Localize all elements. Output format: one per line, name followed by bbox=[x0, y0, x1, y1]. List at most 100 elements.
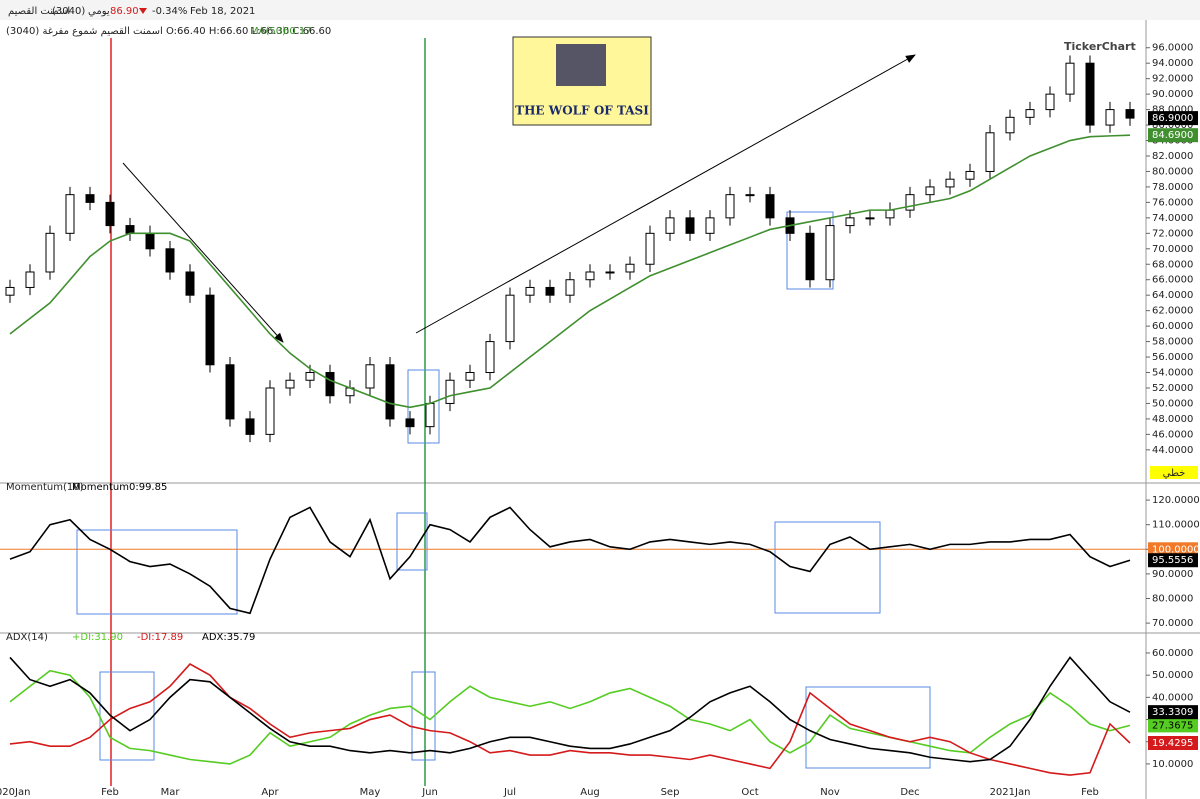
candle-body bbox=[165, 248, 175, 273]
mode-badge bbox=[1150, 466, 1198, 479]
value-badge bbox=[1148, 705, 1198, 720]
candle-body bbox=[45, 232, 55, 273]
y-tick-label: 54.0000 bbox=[1152, 368, 1193, 379]
candle-body bbox=[1005, 116, 1015, 134]
header-change: -0.34% bbox=[152, 6, 187, 17]
logo-box-title: THE WOLF OF TASI bbox=[515, 104, 649, 118]
candle-body bbox=[725, 194, 735, 219]
y-tick-label: 82.0000 bbox=[1152, 151, 1193, 162]
legend-entry: -DI:17.89 bbox=[137, 632, 183, 643]
value-badge-label: 100.0000 bbox=[1152, 544, 1200, 555]
trend-arrow bbox=[122, 162, 284, 343]
value-badge bbox=[1148, 128, 1198, 143]
candle-body bbox=[1085, 62, 1095, 126]
header-code: (3040) bbox=[52, 6, 85, 17]
candle-body bbox=[125, 225, 135, 234]
value-badge-label: 27.3675 bbox=[1152, 720, 1193, 731]
trend-arrow bbox=[415, 54, 916, 334]
y-tick-label: 68.0000 bbox=[1152, 259, 1193, 270]
x-tick-label: Dec bbox=[900, 787, 919, 798]
candle-body bbox=[145, 232, 155, 250]
y-tick-label: 94.0000 bbox=[1152, 58, 1193, 69]
y-tick-label: 74.0000 bbox=[1152, 213, 1193, 224]
x-tick-label: Jul bbox=[503, 787, 516, 798]
pane-title: Momentum(10) bbox=[6, 482, 84, 493]
value-badge-label: 33.3309 bbox=[1152, 707, 1193, 718]
candle-body bbox=[945, 178, 955, 188]
y-tick-label: 60.0000 bbox=[1152, 321, 1193, 332]
value-badge-label: 19.4295 bbox=[1152, 738, 1193, 749]
header-period: يومي bbox=[88, 6, 110, 17]
value-badge bbox=[1148, 718, 1198, 733]
y-tick-label: 86.0000 bbox=[1152, 120, 1193, 131]
y-tick-label: 72.0000 bbox=[1152, 228, 1193, 239]
candle-body bbox=[1125, 109, 1135, 119]
candle-body bbox=[185, 271, 195, 296]
candle-body bbox=[85, 194, 95, 203]
candle-body bbox=[1045, 93, 1055, 111]
candle-body bbox=[825, 225, 835, 281]
y-tick-label: 52.0000 bbox=[1152, 383, 1193, 394]
y-tick-label: 10.0000 bbox=[1152, 759, 1193, 770]
y-tick-label: 96.0000 bbox=[1152, 43, 1193, 54]
value-badge bbox=[1148, 553, 1198, 568]
candle-body bbox=[645, 232, 655, 265]
candle-body bbox=[425, 402, 435, 428]
x-tick-label: Nov bbox=[820, 787, 840, 798]
candle-body bbox=[1025, 109, 1035, 118]
legend-entry: Momentum0:99.85 bbox=[72, 482, 167, 493]
y-tick-label: 80.0000 bbox=[1152, 594, 1193, 605]
y-tick-label: 58.0000 bbox=[1152, 337, 1193, 348]
series-line bbox=[9, 669, 1131, 765]
candle-body bbox=[525, 286, 535, 296]
legend-entry: +DI:31.90 bbox=[72, 632, 123, 643]
candle-body bbox=[405, 418, 415, 428]
value-badge-label: 95.5556 bbox=[1152, 555, 1193, 566]
y-tick-label: 70.0000 bbox=[1152, 244, 1193, 255]
candle-body bbox=[865, 217, 875, 220]
candle-body bbox=[245, 418, 255, 435]
x-tick-label: Aug bbox=[580, 787, 600, 798]
legend-entry: ADX:35.79 bbox=[202, 632, 255, 643]
x-tick-label: Feb bbox=[101, 787, 119, 798]
candle-body bbox=[885, 209, 895, 219]
x-tick-label: May bbox=[360, 787, 381, 798]
series-line bbox=[9, 134, 1131, 409]
y-tick-label: 48.0000 bbox=[1152, 414, 1193, 425]
candle-body bbox=[965, 170, 975, 180]
candle-body bbox=[925, 186, 935, 196]
candle-body bbox=[325, 372, 335, 397]
pane-legend: اسمنت القصيم شموع مفرغة (3040) O:66.40 H… bbox=[6, 26, 331, 37]
y-tick-label: 70.0000 bbox=[1152, 618, 1193, 629]
down-icon bbox=[139, 8, 147, 14]
value-badge-label: 86.9000 bbox=[1152, 113, 1193, 124]
header-price: 86.90 bbox=[110, 6, 139, 17]
x-tick-label: Feb bbox=[1081, 787, 1099, 798]
candle-body bbox=[845, 217, 855, 227]
x-tick-label: 2021Jan bbox=[990, 787, 1031, 798]
y-tick-label: 110.0000 bbox=[1152, 520, 1200, 531]
candle-body bbox=[465, 372, 475, 381]
candle-body bbox=[485, 341, 495, 374]
y-tick-label: 64.0000 bbox=[1152, 290, 1193, 301]
legend-name: MA(50) bbox=[250, 26, 286, 37]
candle-body bbox=[265, 387, 275, 435]
y-tick-label: 90.0000 bbox=[1152, 569, 1193, 580]
mode-label: خطي bbox=[1163, 468, 1186, 479]
y-tick-label: 88.0000 bbox=[1152, 105, 1193, 116]
candle-body bbox=[605, 271, 615, 274]
value-badge bbox=[1148, 735, 1198, 750]
candle-body bbox=[365, 364, 375, 389]
y-tick-label: 80.0000 bbox=[1152, 166, 1193, 177]
candle-body bbox=[745, 194, 755, 197]
highlight-boxes bbox=[76, 211, 931, 769]
header-bar bbox=[0, 0, 1200, 20]
candle-body bbox=[665, 217, 675, 234]
candle-body bbox=[805, 232, 815, 281]
brand-logo: TickerChart bbox=[1064, 40, 1136, 53]
series-line bbox=[9, 656, 1131, 763]
y-tick-label: 76.0000 bbox=[1152, 197, 1193, 208]
x-tick-label: 2020Jan bbox=[0, 787, 30, 798]
